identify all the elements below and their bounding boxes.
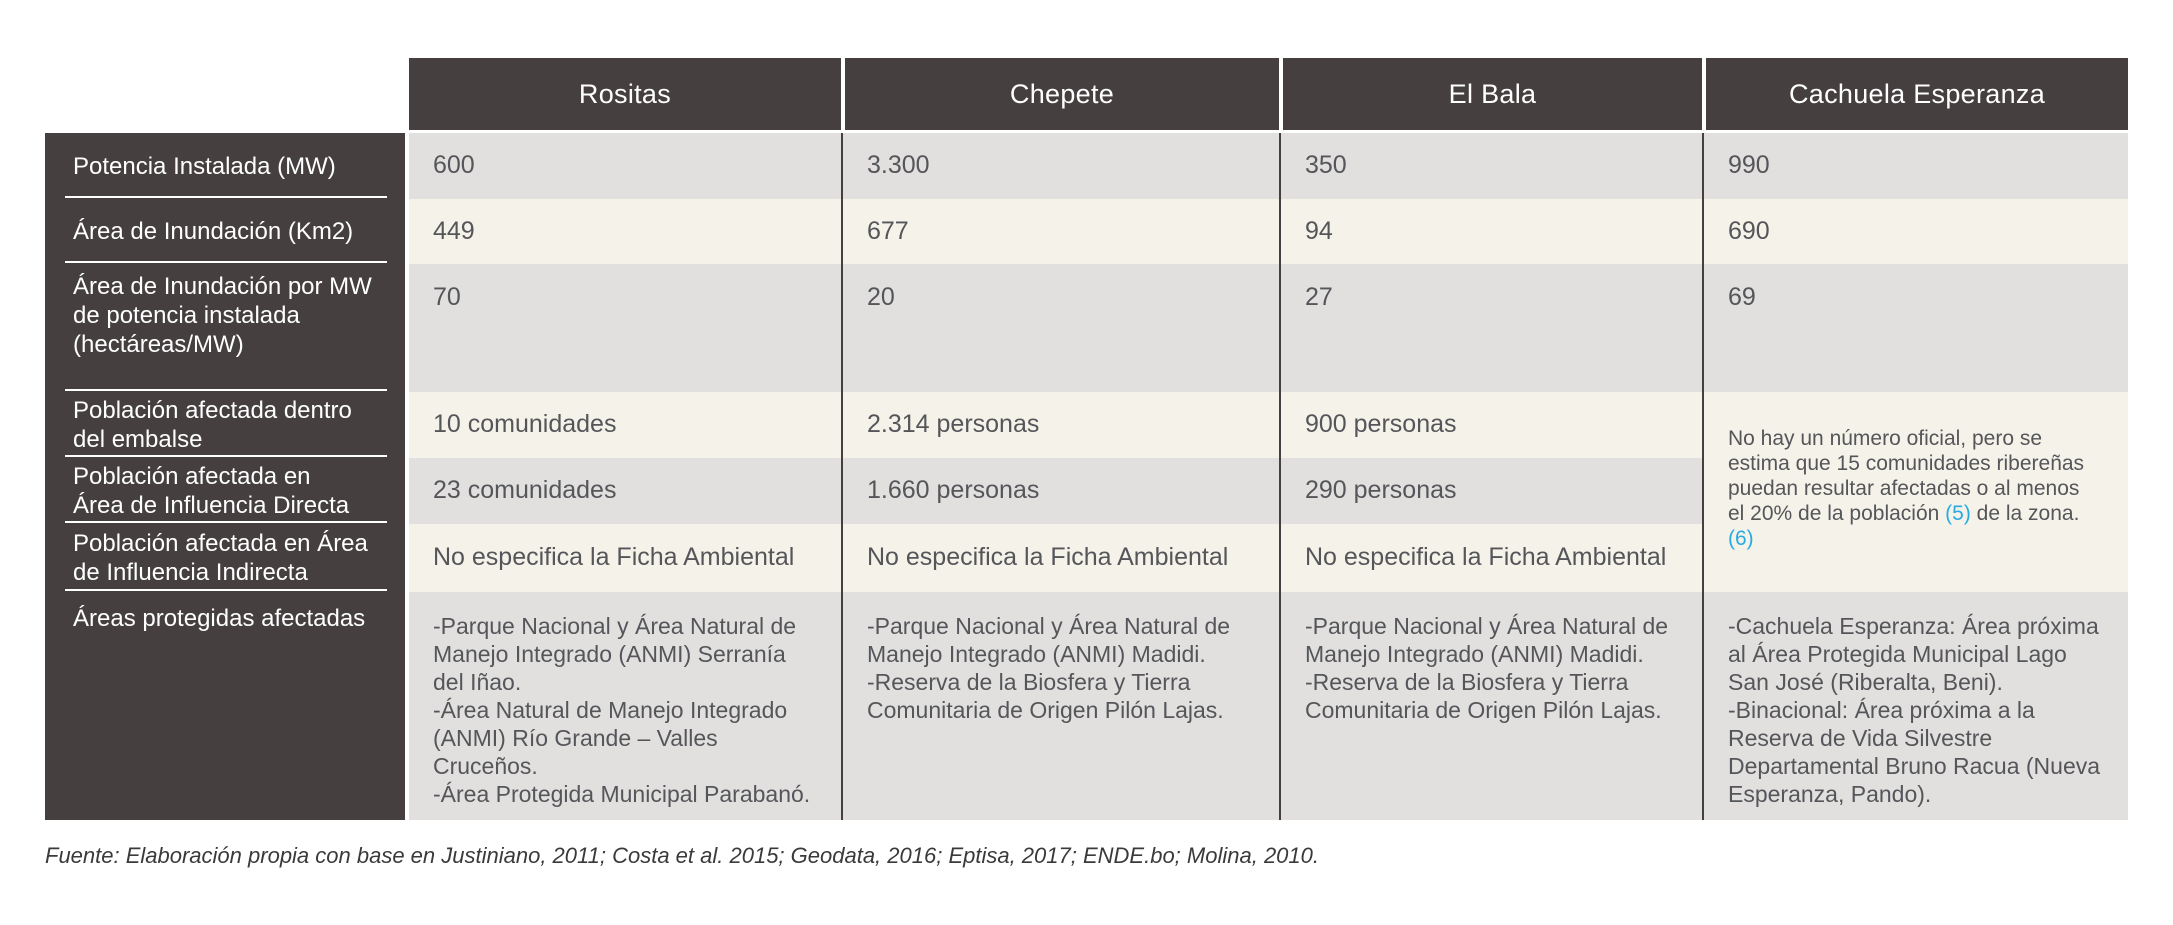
- note-text-2: de la zona.: [1970, 502, 2080, 525]
- cell-embalse-chepete: 2.314 personas: [841, 392, 1279, 458]
- label-divider: [65, 455, 387, 457]
- cell-directa-rositas: 23 comunidades: [409, 458, 841, 524]
- cell-directa-el-bala: 290 personas: [1279, 458, 1702, 524]
- row-label-panel: Potencia Instalada (MW) Área de Inundaci…: [45, 133, 405, 820]
- cell-indirecta-el-bala: No especifica la Ficha Ambiental: [1279, 524, 1702, 592]
- comparison-table: Rositas Chepete El Bala Cachuela Esperan…: [45, 58, 2128, 820]
- cell-poblacion-cachuela-note: No hay un número oficial, pero se estima…: [1702, 392, 2128, 592]
- column-header-cachuela-esperanza: Cachuela Esperanza: [1702, 58, 2128, 130]
- cell-potencia-el-bala: 350: [1279, 133, 1702, 199]
- footnote-ref-6-link[interactable]: (6): [1728, 527, 1754, 550]
- cell-inundacion-mw-el-bala: 27: [1279, 264, 1702, 392]
- cell-protegidas-chepete: -Parque Nacional y Área Natural de Manej…: [841, 592, 1279, 820]
- row-label-areas-protegidas: Áreas protegidas afectadas: [73, 605, 366, 632]
- column-header-rositas: Rositas: [409, 58, 841, 130]
- row-label-poblacion-directa: Población afectada en Área de Influencia…: [73, 463, 350, 519]
- cell-indirecta-rositas: No especifica la Ficha Ambiental: [409, 524, 841, 592]
- cell-inundacion-el-bala: 94: [1279, 199, 1702, 264]
- cell-protegidas-rositas: -Parque Nacional y Área Natural de Manej…: [409, 592, 841, 820]
- cell-protegidas-el-bala: -Parque Nacional y Área Natural de Manej…: [1279, 592, 1702, 820]
- column-header-el-bala: El Bala: [1279, 58, 1702, 130]
- note-text-1: No hay un número oficial, pero se estima…: [1728, 427, 2085, 525]
- row-label-area-inundacion: Área de Inundación (Km2): [73, 218, 354, 245]
- cell-directa-chepete: 1.660 personas: [841, 458, 1279, 524]
- header-row: Rositas Chepete El Bala Cachuela Esperan…: [409, 58, 2128, 130]
- row-label-poblacion-embalse: Población afectada dentro del embalse: [73, 397, 352, 453]
- footnote-ref-5-link[interactable]: (5): [1945, 502, 1971, 525]
- row-label-poblacion-indirecta: Población afectada en Área de Influencia…: [73, 530, 368, 586]
- cell-embalse-el-bala: 900 personas: [1279, 392, 1702, 458]
- column-header-chepete: Chepete: [841, 58, 1279, 130]
- cell-inundacion-mw-cachuela: 69: [1702, 264, 2128, 392]
- cell-inundacion-mw-rositas: 70: [409, 264, 841, 392]
- cell-inundacion-rositas: 449: [409, 199, 841, 264]
- cell-inundacion-chepete: 677: [841, 199, 1279, 264]
- label-divider: [65, 389, 387, 391]
- label-divider: [65, 589, 387, 591]
- label-divider: [65, 261, 387, 263]
- cell-protegidas-cachuela: -Cachuela Esperanza: Área próxima al Áre…: [1702, 592, 2128, 820]
- label-divider: [65, 521, 387, 523]
- source-footnote: Fuente: Elaboración propia con base en J…: [45, 843, 1319, 868]
- table-body: 600 3.300 350 990 449 677 94 690 70 20 2…: [409, 133, 2128, 820]
- cell-inundacion-cachuela: 690: [1702, 199, 2128, 264]
- cell-potencia-cachuela: 990: [1702, 133, 2128, 199]
- row-label-area-inundacion-mw: Área de Inundación por MW de potencia in…: [73, 273, 372, 358]
- cell-inundacion-mw-chepete: 20: [841, 264, 1279, 392]
- label-divider: [65, 196, 387, 198]
- row-label-potencia-instalada: Potencia Instalada (MW): [73, 152, 336, 180]
- cell-potencia-rositas: 600: [409, 133, 841, 199]
- cell-embalse-rositas: 10 comunidades: [409, 392, 841, 458]
- cell-potencia-chepete: 3.300: [841, 133, 1279, 199]
- cell-indirecta-chepete: No especifica la Ficha Ambiental: [841, 524, 1279, 592]
